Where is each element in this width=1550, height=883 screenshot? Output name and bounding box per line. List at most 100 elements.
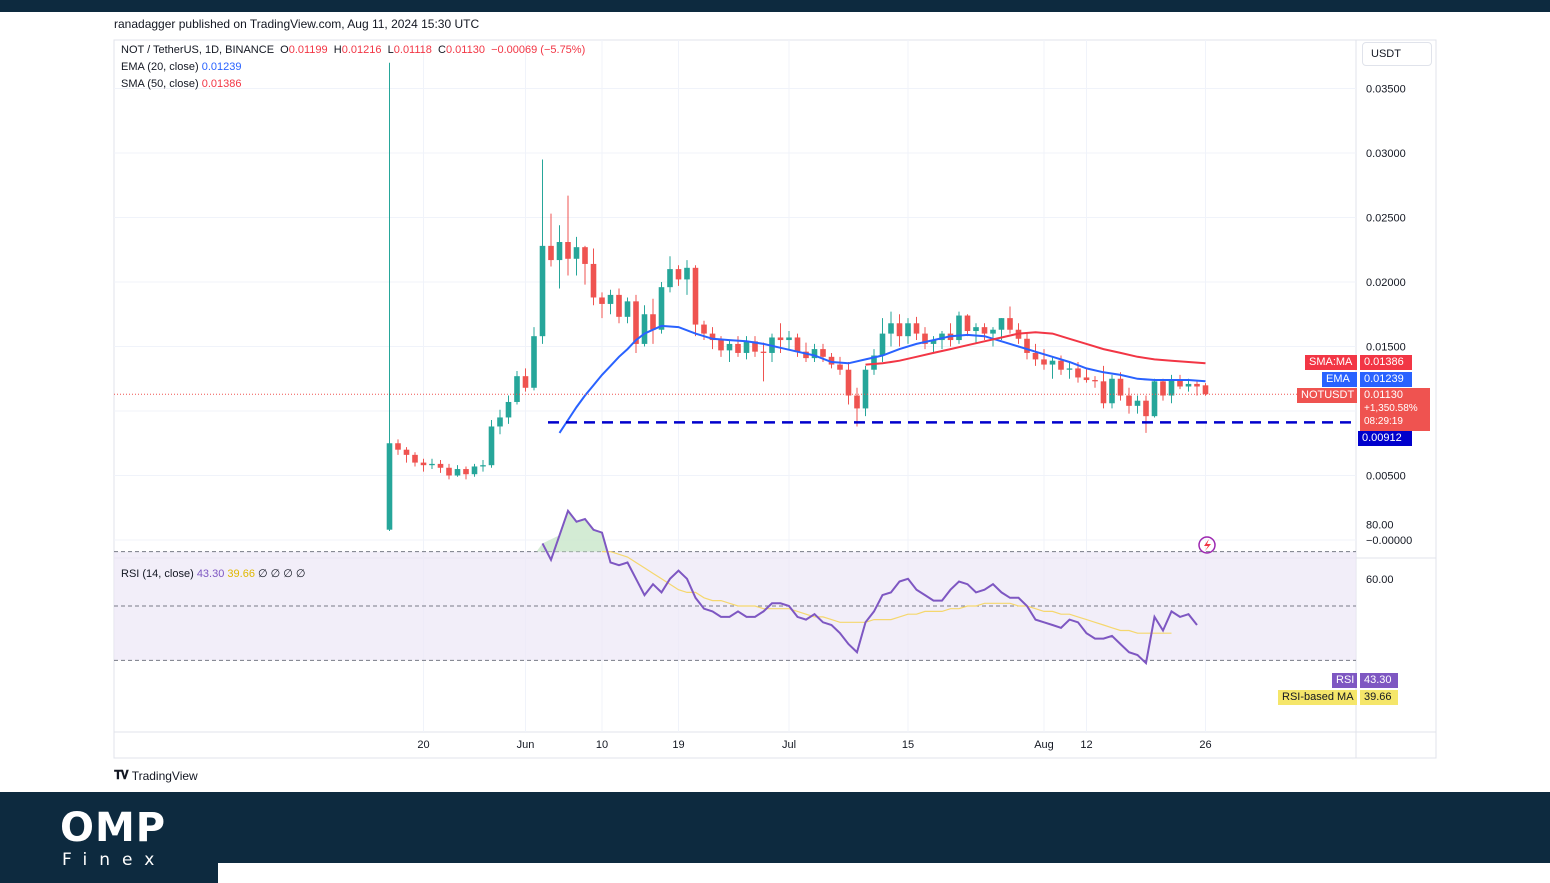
rsi-value: 43.30: [196, 568, 225, 580]
ema-tag: EMA: [1322, 372, 1357, 387]
candle-body: [497, 417, 503, 427]
candle-body: [803, 351, 809, 359]
low-value: 0.01118: [393, 44, 432, 56]
candle-body: [420, 462, 427, 466]
candle-body: [735, 343, 741, 353]
candle-body: [854, 395, 860, 409]
candle-body: [403, 449, 410, 455]
candle-body: [1134, 400, 1141, 406]
ema-legend: EMA (20, close) 0.01239: [121, 61, 242, 73]
candle-body: [1066, 368, 1073, 370]
candle-body: [471, 466, 478, 475]
candle-body: [488, 426, 495, 466]
candle-body: [752, 341, 758, 352]
sma-value: 0.01386: [201, 78, 242, 90]
ema-price-label: 0.01239: [1360, 372, 1412, 387]
candle-body: [429, 463, 435, 466]
candle-body: [573, 247, 580, 259]
candle-body: [718, 340, 724, 351]
time-tick-label: Aug: [1034, 739, 1054, 751]
candle-body: [446, 467, 452, 476]
candle-body: [607, 294, 614, 304]
price-axis: 0.035000.030000.025000.020000.015000.010…: [1366, 84, 1412, 548]
time-tick-label: 10: [596, 739, 608, 751]
rsi-line: [541, 508, 1198, 666]
candle-body: [650, 314, 656, 330]
publisher-line: ranadagger published on TradingView.com,…: [114, 17, 480, 31]
symbol-tag: NOTUSDT: [1297, 388, 1357, 403]
candle-body: [522, 376, 529, 388]
candle-body: [531, 336, 537, 388]
candle-body: [871, 355, 877, 370]
candle-body: [981, 327, 988, 334]
candle-body: [395, 443, 401, 450]
candle-body: [454, 469, 461, 476]
last-price: 0.01130: [1364, 389, 1403, 401]
rsi-ma-value: 39.66: [227, 568, 255, 580]
candle-body: [1041, 359, 1047, 365]
candle-body: [658, 287, 665, 330]
candle-body: [1143, 400, 1149, 417]
sma-price-label: 0.01386: [1360, 355, 1412, 370]
candle-body: [896, 323, 903, 337]
support-price-label: 0.00912: [1358, 431, 1412, 446]
symbol-title: NOT / TetherUS, 1D, BINANCE: [121, 44, 275, 56]
price-tick-label: −0.00000: [1366, 535, 1412, 547]
candle-body: [879, 333, 886, 356]
time-tick-label: 26: [1199, 739, 1211, 751]
candle-body: [922, 333, 928, 344]
tradingview-footer: 𝐓𝐕 TradingView: [114, 768, 198, 783]
candle-body: [565, 242, 571, 259]
close-value: 0.01130: [445, 44, 485, 56]
rsi-pane: 80.00 60.00: [114, 508, 1394, 666]
ema-line: [558, 324, 1206, 434]
candle-body: [905, 323, 911, 337]
candle-body: [616, 294, 622, 317]
candle-body: [786, 337, 792, 341]
sma-line: [865, 331, 1206, 366]
candle-body: [692, 267, 699, 325]
time-axis: 20 Jun 10 19 Jul 15 Aug 12 26: [417, 739, 1211, 751]
rsi-legend: RSI (14, close) 43.30 39.66 ∅ ∅ ∅ ∅: [121, 568, 306, 580]
price-tick-label: 0.03000: [1366, 148, 1406, 160]
time-tick-label: 19: [672, 739, 684, 751]
candle-body: [514, 376, 520, 402]
sma-tag: SMA:MA: [1305, 355, 1357, 370]
candle-body: [386, 443, 393, 530]
rsi-tick-label: 60.00: [1366, 574, 1394, 586]
candle-body: [1058, 360, 1064, 370]
omp-logo: OMP: [60, 805, 167, 851]
candle-body: [437, 463, 444, 468]
candle-body: [675, 269, 682, 280]
candle-body: [1049, 360, 1056, 365]
candle-body: [1185, 383, 1192, 387]
chart-marks: [114, 393, 1356, 554]
candle-body: [1083, 377, 1090, 381]
candle-body: [777, 337, 784, 341]
candle-body: [930, 340, 937, 344]
candle-body: [1126, 395, 1132, 406]
chart-border: [113, 39, 1437, 759]
lightning-bolt-icon: [1204, 539, 1211, 551]
time-tick-label: Jul: [782, 739, 796, 751]
candle-body: [998, 318, 1005, 330]
currency-button[interactable]: USDT: [1362, 42, 1432, 66]
change-value: −0.00069 (−5.75%): [491, 44, 586, 56]
candle-body: [1092, 380, 1098, 382]
ohlc-legend: NOT / TetherUS, 1D, BINANCE O0.01199 H0.…: [121, 44, 586, 56]
candle-body: [760, 351, 767, 353]
candle-body: [1194, 383, 1200, 387]
rsi-tag: RSI: [1332, 673, 1357, 688]
candle-body: [701, 324, 707, 334]
candle-body: [582, 247, 588, 264]
candle-body: [811, 349, 818, 359]
candle-body: [1117, 378, 1124, 396]
price-tick-label: 0.03500: [1366, 84, 1406, 96]
last-change: +1,350.58%: [1364, 403, 1418, 414]
candle-body: [956, 315, 962, 341]
time-tick-label: 20: [417, 739, 429, 751]
candle-body: [667, 269, 673, 288]
candle-body: [1109, 378, 1115, 404]
lightning-icon: [1198, 536, 1216, 554]
